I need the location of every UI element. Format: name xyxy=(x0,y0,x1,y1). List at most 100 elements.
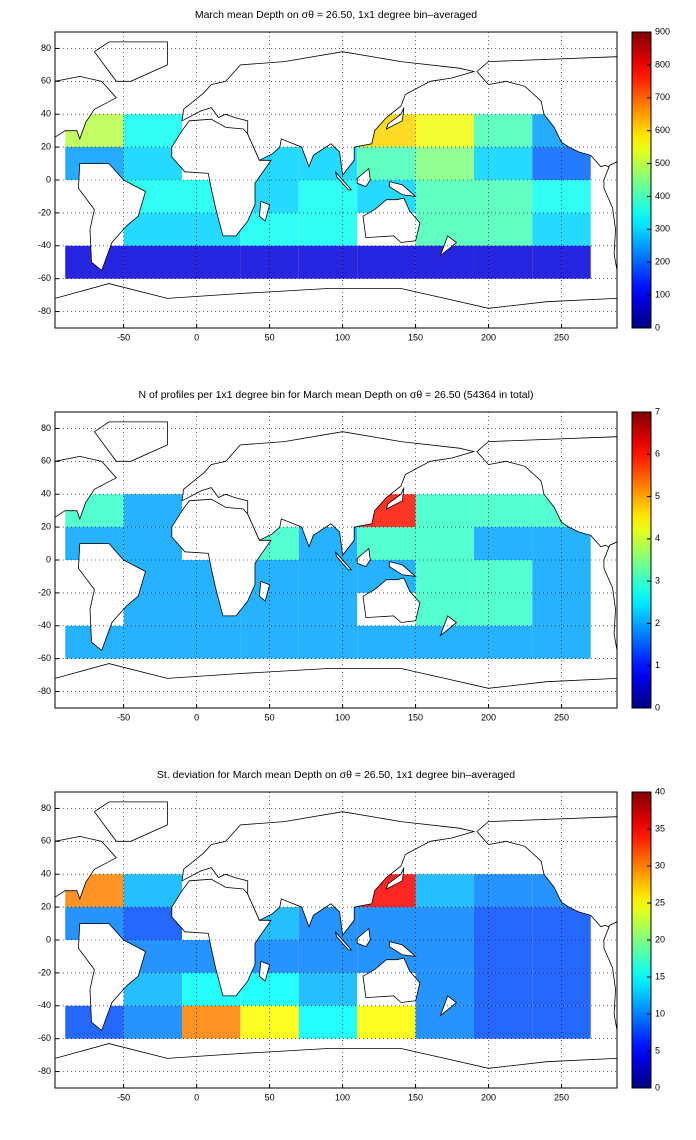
coastline xyxy=(181,431,476,557)
colorbar-tick-label: 800 xyxy=(655,59,670,69)
coastline xyxy=(93,41,168,82)
heat-cell xyxy=(415,940,474,973)
colorbar-tick-label: 6 xyxy=(655,449,660,459)
chart-title: St. deviation for March mean Depth on σθ… xyxy=(157,769,515,781)
heat-cell xyxy=(473,212,533,246)
coastline xyxy=(476,816,617,928)
coastline xyxy=(439,615,458,637)
coastline xyxy=(603,921,617,1031)
x-tick-label: 200 xyxy=(481,712,496,722)
heat-cell xyxy=(357,245,416,279)
coastline xyxy=(476,56,617,168)
heat-cell xyxy=(298,245,358,279)
heat-cell xyxy=(473,245,533,279)
coastline xyxy=(334,171,353,191)
x-tick-label: 200 xyxy=(481,332,496,342)
x-tick-label: -50 xyxy=(117,712,130,722)
coastline xyxy=(362,957,421,1003)
colorbar-tick-label: 900 xyxy=(655,26,670,36)
heat-cell xyxy=(123,1005,182,1039)
map-panel: March mean Depth on σθ = 26.50, 1x1 degr… xyxy=(38,9,670,343)
x-tick-label: 50 xyxy=(265,712,275,722)
colorbar-tick-label: 40 xyxy=(655,786,665,796)
y-tick-label: -80 xyxy=(38,686,51,696)
y-tick-label: -60 xyxy=(38,273,51,283)
heat-cell xyxy=(473,907,533,940)
coastline xyxy=(385,867,405,890)
x-tick-label: 50 xyxy=(265,1092,275,1102)
colorbar-tick-label: 15 xyxy=(655,971,665,981)
x-tick-label: 0 xyxy=(194,712,199,722)
heat-cell xyxy=(415,147,474,180)
heat-cell xyxy=(298,592,358,626)
heat-cell xyxy=(298,212,358,246)
y-tick-label: 0 xyxy=(46,934,51,944)
coastline xyxy=(55,663,617,708)
coastline xyxy=(388,941,417,957)
heat-cell xyxy=(473,592,533,626)
coastline xyxy=(439,995,458,1017)
colorbar xyxy=(631,411,652,709)
y-tick-label: -40 xyxy=(38,240,51,250)
colorbar-tick-label: 35 xyxy=(655,823,665,833)
heat-cell xyxy=(415,907,474,940)
plot-frame xyxy=(54,791,618,1089)
heat-cell xyxy=(298,180,358,213)
coastline xyxy=(356,547,371,568)
plot-area xyxy=(55,792,617,1088)
chart-title: March mean Depth on σθ = 26.50, 1x1 degr… xyxy=(195,9,477,21)
heat-cell xyxy=(123,114,182,148)
heat-cell xyxy=(473,180,533,213)
coastline xyxy=(388,181,417,197)
coastline xyxy=(388,561,417,577)
coastline xyxy=(258,580,271,602)
x-tick-label: 200 xyxy=(481,1092,496,1102)
y-tick-label: 20 xyxy=(41,521,51,531)
plot-frame xyxy=(54,31,618,329)
coastline xyxy=(55,455,117,521)
heat-cell xyxy=(240,625,299,659)
coastline xyxy=(476,436,617,548)
heat-cell xyxy=(181,625,241,659)
y-tick-label: 60 xyxy=(41,456,51,466)
coastline xyxy=(181,811,476,937)
colorbar-tick-label: 300 xyxy=(655,224,670,234)
y-tick-label: -20 xyxy=(38,967,51,977)
colorbar-tick-label: 0 xyxy=(655,702,660,712)
coastline xyxy=(603,161,617,271)
y-tick-label: 80 xyxy=(41,43,51,53)
heat-cell xyxy=(181,1005,241,1039)
x-tick-label: -50 xyxy=(117,1092,130,1102)
y-tick-label: 0 xyxy=(46,174,51,184)
heat-cell xyxy=(415,972,474,1006)
map-panel: St. deviation for March mean Depth on σθ… xyxy=(38,769,665,1103)
y-tick-label: 60 xyxy=(41,76,51,86)
colorbar-tick-label: 1 xyxy=(655,660,660,670)
heat-cell xyxy=(181,245,241,279)
x-tick-label: 100 xyxy=(335,712,350,722)
colorbar-tick-label: 600 xyxy=(655,125,670,135)
y-tick-label: 20 xyxy=(41,141,51,151)
heat-cell xyxy=(473,147,533,180)
heat-cell xyxy=(473,494,533,528)
map-panel: N of profiles per 1x1 degree bin for Mar… xyxy=(38,389,660,723)
coastline xyxy=(362,577,421,623)
heat-cell xyxy=(415,874,474,908)
heat-cell xyxy=(415,560,474,593)
colorbar-tick-label: 20 xyxy=(655,934,665,944)
colorbar xyxy=(631,31,652,329)
heat-cell xyxy=(415,592,474,626)
x-tick-label: 150 xyxy=(408,712,423,722)
y-tick-label: -20 xyxy=(38,207,51,217)
heat-cell xyxy=(532,625,591,659)
heat-cell xyxy=(473,972,533,1006)
plot-area xyxy=(55,32,617,328)
coastline xyxy=(55,75,117,141)
y-tick-label: 80 xyxy=(41,423,51,433)
y-tick-label: 0 xyxy=(46,554,51,564)
colorbar-tick-label: 7 xyxy=(655,406,660,416)
heat-cell xyxy=(357,625,416,659)
heat-cell xyxy=(298,972,358,1006)
x-tick-label: 250 xyxy=(554,332,569,342)
